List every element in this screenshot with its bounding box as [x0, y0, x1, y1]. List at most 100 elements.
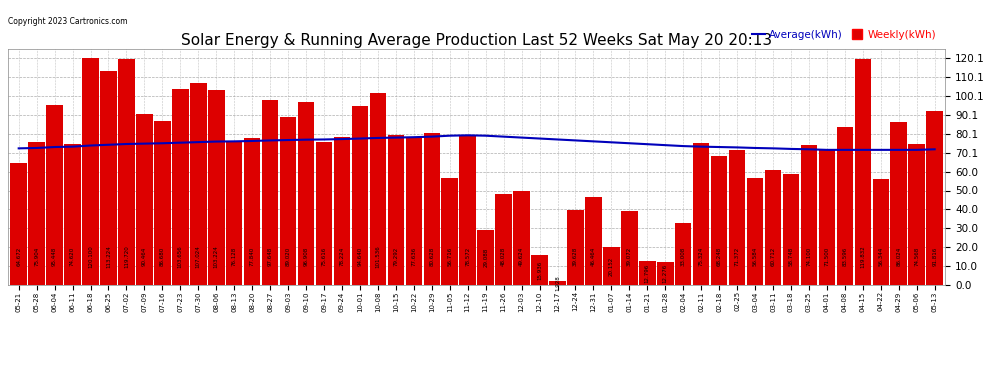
- Bar: [711, 156, 728, 285]
- Bar: [369, 93, 386, 285]
- Text: 39.072: 39.072: [627, 247, 632, 266]
- Bar: [298, 102, 314, 285]
- Bar: [693, 142, 710, 285]
- Bar: [262, 100, 278, 285]
- Text: 90.464: 90.464: [142, 247, 147, 266]
- Text: 71.372: 71.372: [735, 247, 740, 266]
- Bar: [872, 178, 889, 285]
- Text: 49.624: 49.624: [519, 247, 524, 266]
- Bar: [406, 138, 422, 285]
- Bar: [424, 133, 440, 285]
- Bar: [729, 150, 745, 285]
- Bar: [137, 114, 152, 285]
- Text: 60.712: 60.712: [770, 247, 775, 266]
- Bar: [442, 178, 458, 285]
- Bar: [334, 137, 350, 285]
- Legend: Average(kWh), Weekly(kWh): Average(kWh), Weekly(kWh): [747, 26, 940, 44]
- Bar: [854, 58, 871, 285]
- Text: 75.904: 75.904: [35, 247, 40, 266]
- Text: 76.128: 76.128: [232, 247, 237, 266]
- Bar: [603, 247, 620, 285]
- Text: 103.656: 103.656: [178, 245, 183, 268]
- Text: 68.248: 68.248: [717, 247, 722, 266]
- Text: 20.152: 20.152: [609, 256, 614, 276]
- Bar: [29, 141, 45, 285]
- Bar: [549, 281, 565, 285]
- Bar: [675, 223, 691, 285]
- Bar: [154, 121, 170, 285]
- Text: 78.572: 78.572: [465, 247, 470, 266]
- Text: 101.536: 101.536: [375, 245, 380, 268]
- Text: 79.292: 79.292: [393, 247, 398, 266]
- Text: 56.344: 56.344: [878, 247, 883, 266]
- Text: 78.224: 78.224: [340, 247, 345, 266]
- Bar: [621, 211, 638, 285]
- Text: 75.324: 75.324: [699, 247, 704, 266]
- Bar: [459, 136, 476, 285]
- Bar: [585, 197, 602, 285]
- Text: 86.024: 86.024: [896, 247, 901, 266]
- Text: 56.584: 56.584: [752, 247, 757, 266]
- Bar: [927, 111, 942, 285]
- Bar: [190, 83, 207, 285]
- Text: 74.620: 74.620: [70, 247, 75, 266]
- Bar: [388, 135, 404, 285]
- Bar: [783, 174, 799, 285]
- Text: 83.596: 83.596: [842, 247, 847, 266]
- Text: 107.024: 107.024: [196, 245, 201, 268]
- Text: 103.224: 103.224: [214, 245, 219, 268]
- Text: 95.448: 95.448: [52, 247, 57, 266]
- Text: 39.628: 39.628: [573, 247, 578, 266]
- Text: 64.672: 64.672: [16, 247, 21, 266]
- Text: 91.816: 91.816: [933, 247, 938, 266]
- Text: 94.640: 94.640: [357, 247, 362, 266]
- Text: 120.100: 120.100: [88, 245, 93, 268]
- Text: 119.720: 119.720: [124, 245, 129, 268]
- Text: 48.028: 48.028: [501, 247, 506, 266]
- Text: 97.648: 97.648: [267, 247, 272, 266]
- Text: 74.568: 74.568: [914, 247, 919, 266]
- Text: 75.616: 75.616: [322, 247, 327, 266]
- Bar: [64, 144, 81, 285]
- Bar: [118, 59, 135, 285]
- Text: 12.796: 12.796: [644, 263, 649, 282]
- Bar: [244, 138, 260, 285]
- Text: 71.500: 71.500: [825, 247, 830, 266]
- Text: 119.832: 119.832: [860, 245, 865, 268]
- Bar: [746, 178, 763, 285]
- Text: 12.276: 12.276: [662, 264, 668, 283]
- Bar: [11, 163, 27, 285]
- Bar: [801, 145, 817, 285]
- Bar: [819, 150, 836, 285]
- Text: 89.020: 89.020: [285, 247, 291, 266]
- Bar: [82, 58, 99, 285]
- Text: 15.936: 15.936: [537, 260, 543, 280]
- Bar: [208, 90, 225, 285]
- Text: 77.636: 77.636: [411, 247, 417, 266]
- Bar: [514, 191, 530, 285]
- Bar: [657, 262, 673, 285]
- Bar: [764, 170, 781, 285]
- Text: 58.748: 58.748: [788, 247, 794, 266]
- Bar: [495, 194, 512, 285]
- Bar: [890, 122, 907, 285]
- Text: 1.928: 1.928: [555, 275, 560, 291]
- Bar: [567, 210, 584, 285]
- Text: 46.464: 46.464: [591, 247, 596, 266]
- Bar: [909, 144, 925, 285]
- Text: 96.908: 96.908: [304, 247, 309, 266]
- Bar: [226, 141, 243, 285]
- Bar: [477, 230, 494, 285]
- Text: 113.224: 113.224: [106, 245, 111, 268]
- Bar: [351, 106, 368, 285]
- Text: 80.628: 80.628: [430, 247, 435, 266]
- Bar: [100, 71, 117, 285]
- Text: 33.008: 33.008: [681, 247, 686, 266]
- Title: Solar Energy & Running Average Production Last 52 Weeks Sat May 20 20:13: Solar Energy & Running Average Productio…: [181, 33, 772, 48]
- Text: 86.680: 86.680: [159, 247, 165, 266]
- Bar: [172, 89, 189, 285]
- Text: 29.088: 29.088: [483, 248, 488, 267]
- Bar: [316, 142, 333, 285]
- Text: Copyright 2023 Cartronics.com: Copyright 2023 Cartronics.com: [8, 17, 128, 26]
- Text: 77.840: 77.840: [249, 247, 254, 266]
